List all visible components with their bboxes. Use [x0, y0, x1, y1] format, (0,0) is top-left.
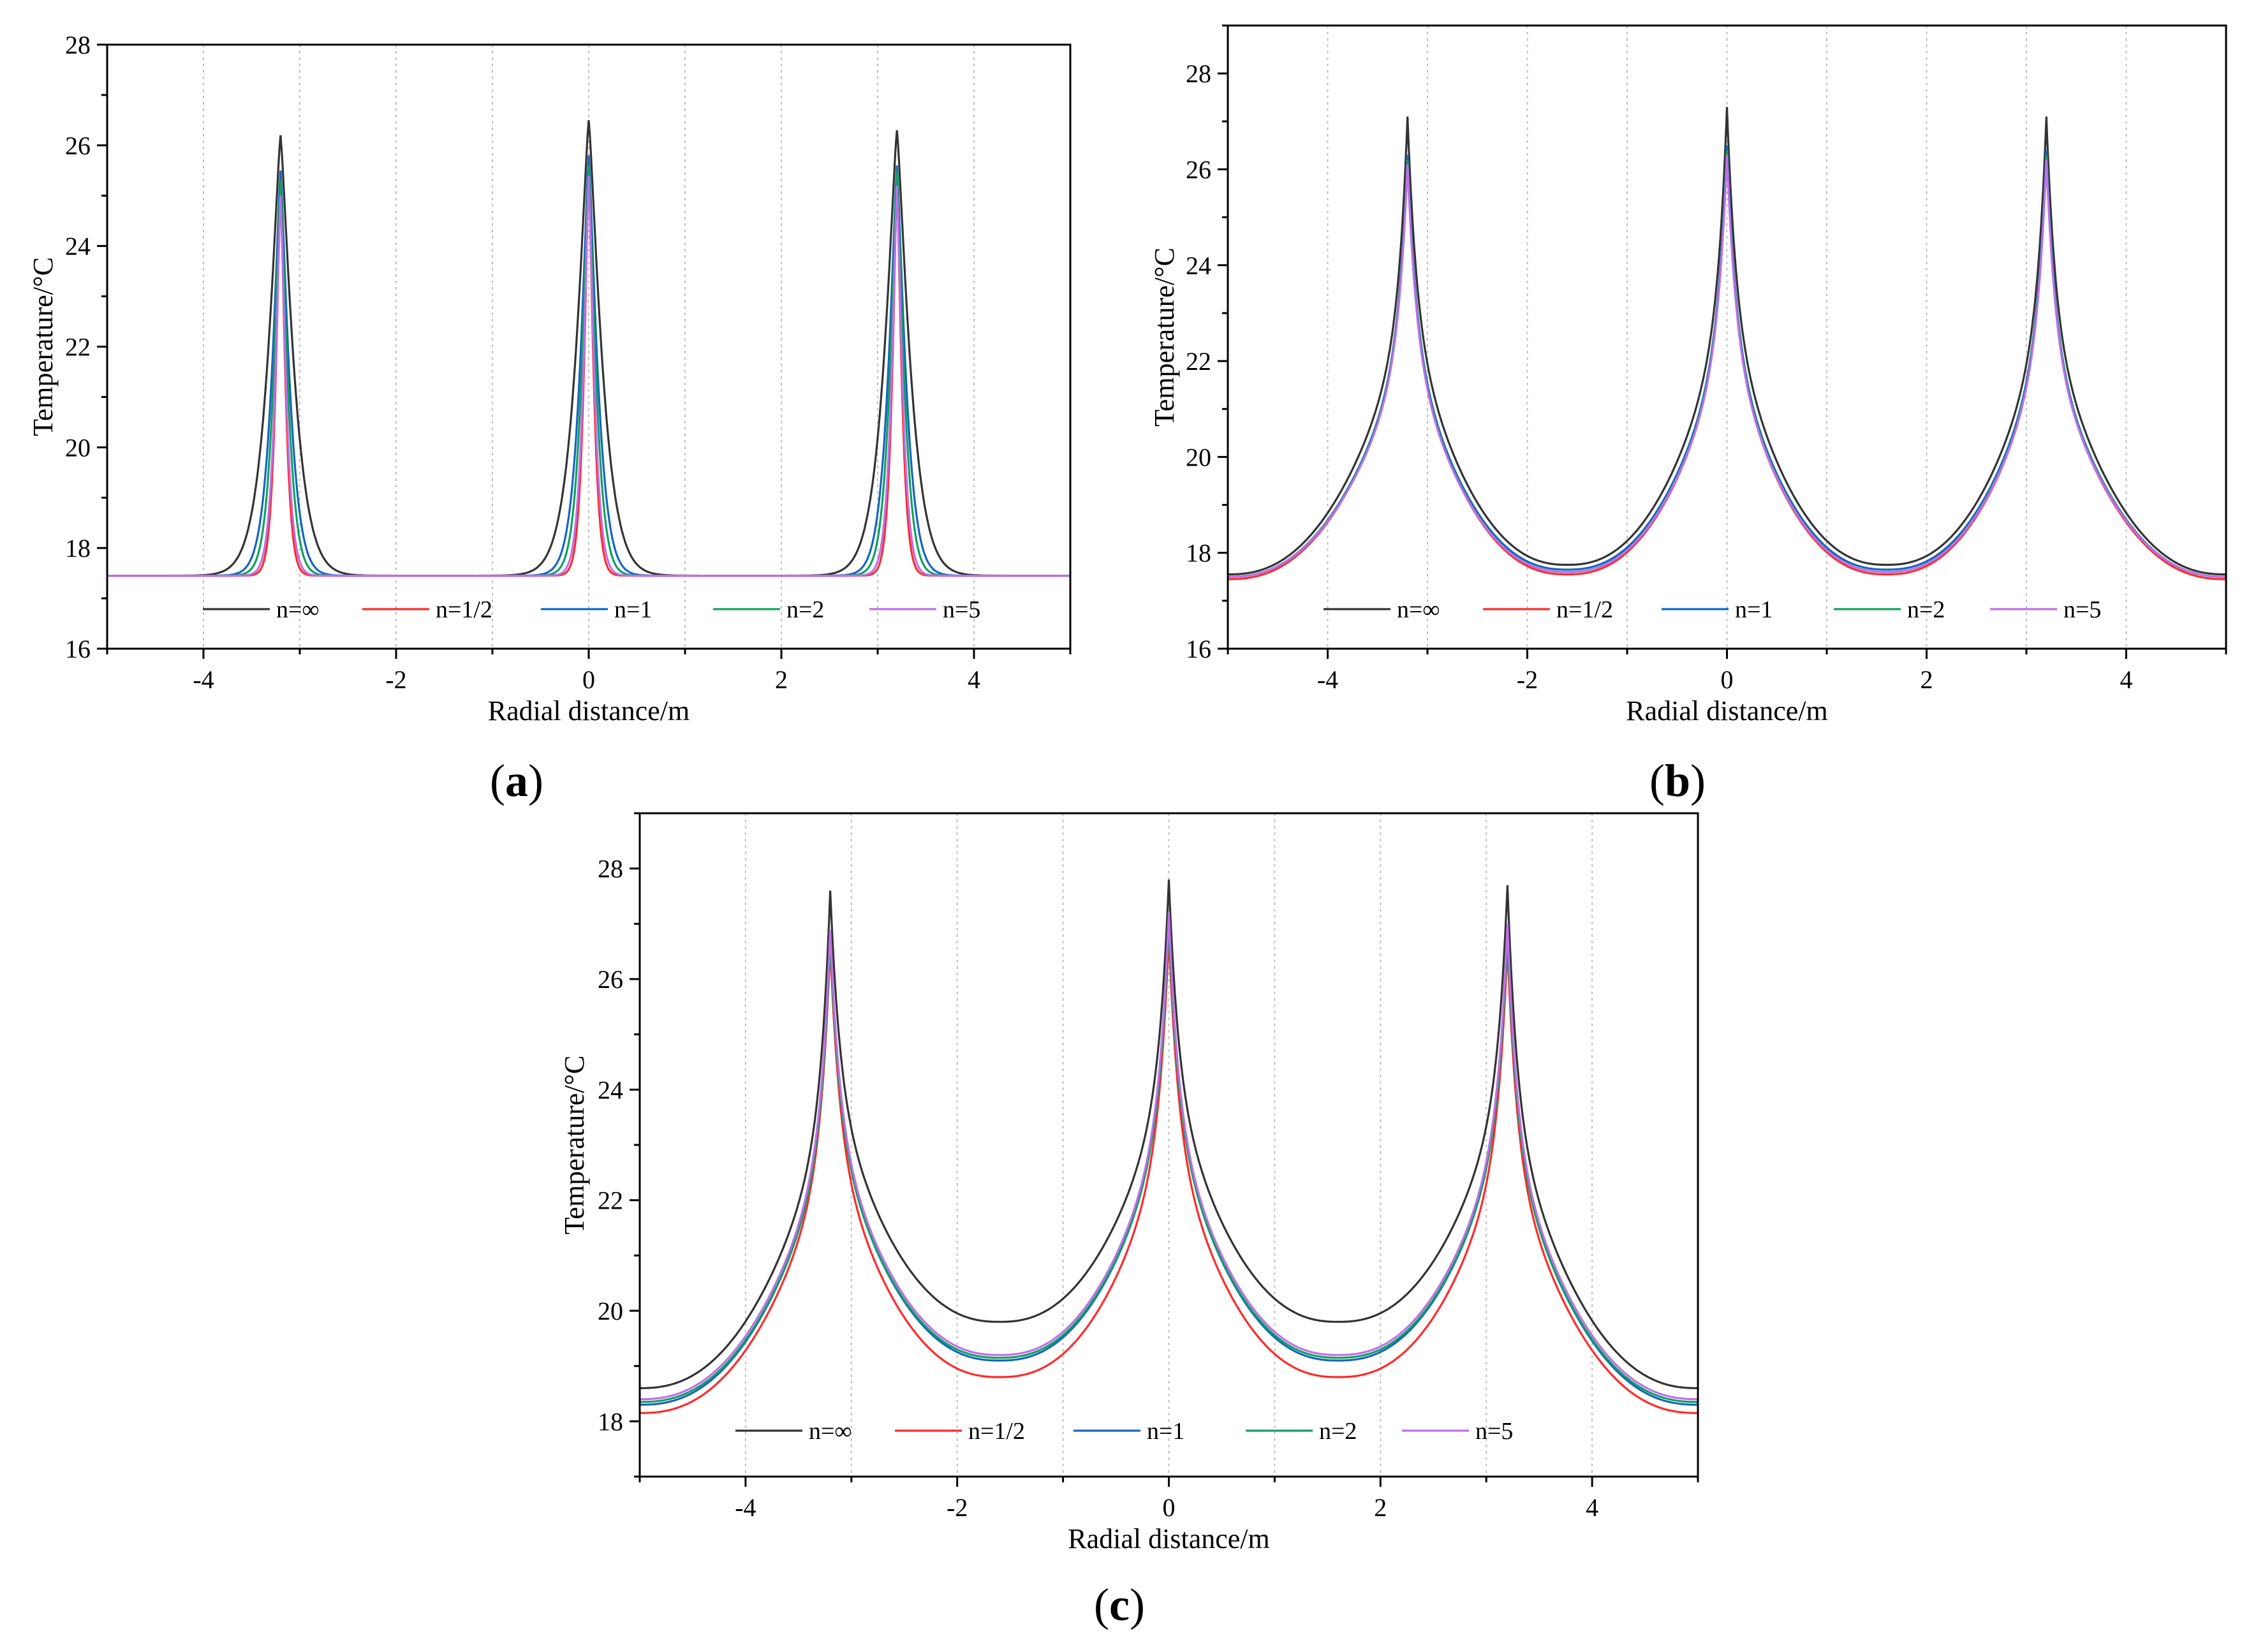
y-tick-label: 28 — [1186, 59, 1211, 88]
y-tick-label: 20 — [598, 1297, 623, 1325]
series-line-3 — [107, 165, 1070, 577]
x-axis-title: Radial distance/m — [1626, 695, 1827, 726]
x-axis-title: Radial distance/m — [488, 695, 690, 726]
panel-label: (a) — [490, 755, 543, 806]
series-line-0 — [1228, 107, 2226, 576]
x-tick-label: 2 — [1921, 665, 1933, 694]
y-axis-title: Temperature/°C — [1149, 247, 1180, 427]
y-tick-label: 24 — [598, 1075, 623, 1104]
x-tick-label: -4 — [735, 1493, 756, 1522]
legend-label: n=2 — [1319, 1418, 1357, 1445]
x-tick-label: -2 — [385, 665, 406, 694]
legend-label: n=1 — [1735, 596, 1773, 623]
x-axis-title: Radial distance/m — [1068, 1523, 1269, 1554]
series-line-0 — [107, 120, 1070, 577]
x-tick-label: 2 — [775, 665, 788, 694]
y-axis-title: Temperature/°C — [559, 1056, 590, 1235]
panel-label: (c) — [1094, 1579, 1145, 1630]
y-tick-label: 26 — [65, 131, 91, 160]
x-tick-label: 4 — [1586, 1493, 1598, 1522]
legend-label: n=5 — [943, 596, 980, 623]
legend-label: n=1/2 — [1556, 596, 1613, 623]
series-line-2 — [107, 155, 1070, 577]
legend-label: n=∞ — [1397, 596, 1440, 623]
x-tick-label: 0 — [1163, 1493, 1176, 1522]
legend-label: n=5 — [2063, 596, 2101, 623]
x-tick-label: -2 — [1517, 665, 1538, 694]
y-tick-label: 28 — [65, 31, 91, 59]
legend-label: n=∞ — [809, 1418, 852, 1445]
y-tick-label: 22 — [598, 1186, 623, 1215]
y-tick-label: 20 — [65, 433, 91, 462]
x-tick-label: 0 — [1721, 665, 1734, 694]
series-line-4 — [1228, 154, 2226, 578]
y-axis-title: Temperature/°C — [27, 257, 59, 436]
y-tick-label: 26 — [598, 965, 623, 994]
x-tick-label: 2 — [1374, 1493, 1387, 1522]
y-tick-label: 26 — [1186, 155, 1211, 184]
y-tick-label: 24 — [1186, 251, 1211, 280]
legend-label: n=2 — [786, 596, 824, 623]
x-tick-label: -2 — [947, 1493, 968, 1522]
legend-label: n=1 — [614, 596, 652, 623]
y-tick-label: 18 — [65, 534, 91, 563]
x-tick-label: 4 — [968, 665, 980, 694]
y-tick-label: 16 — [1186, 635, 1211, 663]
x-tick-label: -4 — [1317, 665, 1338, 694]
legend-label: n=2 — [1907, 596, 1945, 623]
y-tick-label: 18 — [598, 1407, 623, 1436]
series-line-4 — [107, 175, 1070, 577]
legend-label: n=1 — [1147, 1418, 1184, 1445]
y-tick-label: 24 — [65, 232, 91, 261]
y-tick-label: 22 — [65, 333, 91, 362]
y-tick-label: 28 — [598, 855, 623, 883]
x-tick-label: 4 — [2120, 665, 2133, 694]
legend-label: n=5 — [1475, 1418, 1513, 1445]
y-tick-label: 18 — [1186, 539, 1211, 568]
y-tick-label: 16 — [65, 635, 91, 663]
legend-label: n=1/2 — [436, 596, 492, 623]
legend-label: n=∞ — [276, 596, 320, 623]
x-tick-label: 0 — [582, 665, 595, 694]
series-line-4 — [640, 912, 1698, 1401]
x-tick-label: -4 — [193, 665, 214, 694]
panel-label: (b) — [1649, 755, 1706, 806]
legend-label: n=1/2 — [968, 1418, 1025, 1445]
series-line-0 — [640, 879, 1698, 1389]
y-tick-label: 22 — [1186, 347, 1211, 376]
y-tick-label: 20 — [1186, 443, 1211, 471]
